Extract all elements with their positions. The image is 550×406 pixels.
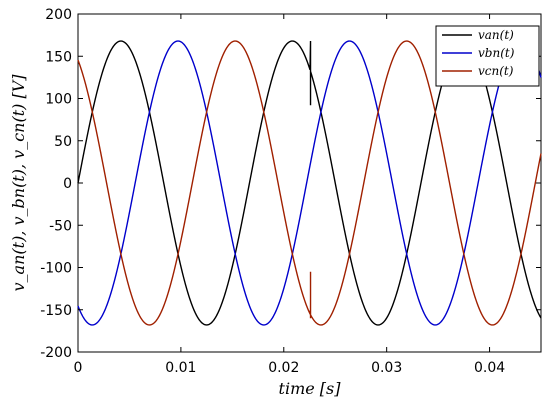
- y-tick-label: 150: [45, 49, 72, 65]
- y-tick-label: -200: [40, 345, 72, 361]
- x-tick-label: 0.03: [371, 360, 402, 376]
- legend-box: [435, 25, 540, 87]
- y-tick-label: -150: [40, 303, 72, 319]
- y-tick-label: 50: [54, 134, 72, 150]
- x-tick-label: 0.02: [268, 360, 299, 376]
- tick-labels-layer: 0 0.01 0.02 0.03 0.04 -200 -150 -100 -50 0 50 100 15…: [40, 7, 505, 376]
- y-axis-label: v_an(t), v_bn(t), v_cn(t) [V]: [9, 74, 28, 292]
- legend-label: van(t): [478, 28, 514, 42]
- y-tick-label: -50: [49, 218, 72, 234]
- ticks-layer: [77, 13, 541, 353]
- legend-label: vcn(t): [478, 64, 514, 78]
- x-tick-label: 0: [74, 360, 83, 376]
- legend-label: vbn(t): [478, 46, 515, 60]
- series-line-3: [77, 40, 542, 326]
- x-tick-label: 0.04: [474, 360, 505, 376]
- legend-items: van(t) vbn(t) vcn(t): [442, 28, 515, 78]
- y-tick-label: -100: [40, 261, 72, 277]
- legend: van(t) vbn(t) vcn(t): [435, 25, 540, 87]
- y-tick-label: 200: [45, 7, 72, 23]
- y-tick-label: 100: [45, 92, 72, 108]
- x-tick-label: 0.01: [165, 360, 196, 376]
- x-axis-label: time [s]: [279, 379, 342, 398]
- y-tick-label: 0: [63, 176, 72, 192]
